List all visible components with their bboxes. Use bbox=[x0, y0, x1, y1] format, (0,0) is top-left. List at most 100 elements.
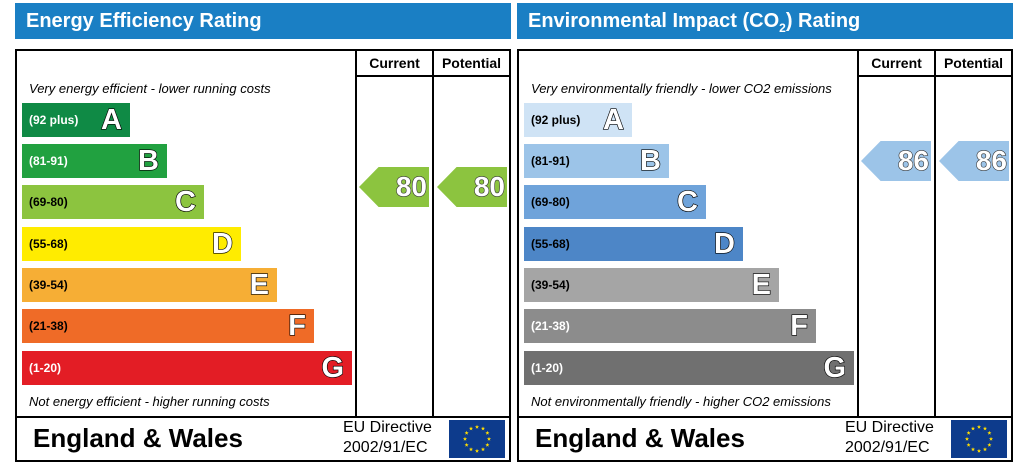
eu-star bbox=[464, 442, 469, 447]
footer-divider bbox=[519, 416, 1011, 418]
energy-chart-frame: Current Potential Very energy efficient … bbox=[15, 49, 511, 462]
title-main: Environmental Impact (CO bbox=[528, 10, 780, 32]
band-range: (21-38) bbox=[531, 319, 570, 333]
footer-divider bbox=[17, 416, 509, 418]
eu-star bbox=[987, 442, 992, 447]
current-rating-value: 86 bbox=[897, 144, 929, 176]
eu-star bbox=[462, 436, 468, 441]
energy-efficiency-panel: Energy Efficiency Rating Current Potenti… bbox=[15, 3, 511, 462]
eu-star bbox=[474, 448, 480, 453]
band-range: (1-20) bbox=[531, 361, 564, 375]
band-a: (92 plus) A bbox=[524, 103, 632, 137]
country-label: England & Wales bbox=[33, 423, 243, 453]
band-letter: D bbox=[713, 227, 735, 260]
band-letter: D bbox=[211, 227, 233, 260]
title-sub: 2 bbox=[779, 21, 786, 35]
header-divider bbox=[355, 75, 509, 77]
band-c: (69-80) C bbox=[524, 185, 706, 219]
eu-star bbox=[468, 447, 474, 452]
band-range: (1-20) bbox=[29, 361, 62, 375]
directive-line2: 2002/91/EC bbox=[845, 439, 930, 456]
band-e: (39-54) E bbox=[524, 268, 779, 302]
band-letter: G bbox=[321, 351, 345, 384]
band-letter: E bbox=[751, 268, 772, 301]
band-range: (39-54) bbox=[29, 278, 68, 292]
current-rating-value: 80 bbox=[395, 170, 427, 202]
eu-star bbox=[976, 448, 982, 453]
eu-directive: EU Directive 2002/91/EC bbox=[343, 418, 432, 458]
band-letter: F bbox=[790, 309, 809, 342]
band-letter: C bbox=[676, 185, 698, 218]
top-note: Very environmentally friendly - lower CO… bbox=[531, 81, 832, 96]
bottom-note: Not environmentally friendly - higher CO… bbox=[531, 394, 831, 409]
band-b: (81-91) B bbox=[524, 144, 669, 178]
band-range: (21-38) bbox=[29, 319, 68, 333]
band-letter: C bbox=[174, 185, 196, 218]
band-range: (55-68) bbox=[531, 237, 570, 251]
potential-rating-value: 86 bbox=[975, 144, 1007, 176]
band-e: (39-54) E bbox=[22, 268, 277, 302]
eu-flag-icon bbox=[449, 420, 505, 458]
eu-star bbox=[468, 426, 474, 431]
header-divider bbox=[857, 75, 1011, 77]
title-end: ) Rating bbox=[785, 10, 861, 32]
environment-chart-frame: Current Potential Very environmentally f… bbox=[517, 49, 1013, 462]
top-note: Very energy efficient - lower running co… bbox=[29, 81, 271, 96]
current-rating-arrow: 80 bbox=[359, 167, 429, 207]
band-range: (55-68) bbox=[29, 237, 68, 251]
column-divider bbox=[432, 51, 434, 416]
column-divider bbox=[857, 51, 859, 416]
eu-star bbox=[464, 430, 469, 435]
band-g: (1-20) G bbox=[22, 351, 352, 385]
band-range: (81-91) bbox=[531, 154, 570, 168]
environment-title: Environmental Impact (CO2) Rating bbox=[517, 3, 1013, 39]
potential-column-header: Potential bbox=[943, 55, 1004, 71]
band-range: (69-80) bbox=[29, 195, 68, 209]
current-column-header: Current bbox=[871, 55, 922, 71]
directive-line2: 2002/91/EC bbox=[343, 439, 428, 456]
eu-star bbox=[485, 430, 490, 435]
eu-star bbox=[966, 442, 971, 447]
band-c: (69-80) C bbox=[22, 185, 204, 219]
band-d: (55-68) D bbox=[524, 227, 743, 261]
band-letter: B bbox=[137, 144, 159, 177]
eu-star bbox=[964, 436, 970, 441]
potential-column-header: Potential bbox=[441, 55, 502, 71]
band-letter: A bbox=[602, 103, 624, 136]
eu-flag-icon bbox=[951, 420, 1007, 458]
eu-star bbox=[966, 430, 971, 435]
band-range: (69-80) bbox=[531, 195, 570, 209]
eu-star bbox=[970, 426, 976, 431]
band-g: (1-20) G bbox=[524, 351, 854, 385]
column-divider bbox=[355, 51, 357, 416]
country-label: England & Wales bbox=[535, 423, 745, 453]
eu-star bbox=[486, 436, 492, 441]
band-letter: A bbox=[100, 103, 122, 136]
bottom-note: Not energy efficient - higher running co… bbox=[29, 394, 270, 409]
eu-star bbox=[982, 447, 988, 452]
directive-line1: EU Directive bbox=[343, 419, 432, 436]
current-column-header: Current bbox=[369, 55, 420, 71]
eu-directive: EU Directive 2002/91/EC bbox=[845, 418, 934, 458]
band-a: (92 plus) A bbox=[22, 103, 130, 137]
band-f: (21-38) F bbox=[524, 309, 816, 343]
band-f: (21-38) F bbox=[22, 309, 314, 343]
eu-star bbox=[988, 436, 994, 441]
current-rating-arrow: 86 bbox=[861, 141, 931, 181]
potential-rating-value: 80 bbox=[473, 170, 505, 202]
band-range: (92 plus) bbox=[29, 113, 79, 127]
band-letter: G bbox=[823, 351, 847, 384]
eu-star bbox=[480, 447, 486, 452]
eu-star bbox=[474, 424, 480, 429]
eu-star bbox=[970, 447, 976, 452]
band-range: (39-54) bbox=[531, 278, 570, 292]
potential-rating-arrow: 80 bbox=[437, 167, 507, 207]
potential-rating-arrow: 86 bbox=[939, 141, 1009, 181]
eu-star bbox=[982, 426, 988, 431]
directive-line1: EU Directive bbox=[845, 419, 934, 436]
band-d: (55-68) D bbox=[22, 227, 241, 261]
band-letter: B bbox=[639, 144, 661, 177]
eu-star bbox=[480, 426, 486, 431]
energy-title: Energy Efficiency Rating bbox=[15, 3, 511, 39]
eu-star bbox=[485, 442, 490, 447]
